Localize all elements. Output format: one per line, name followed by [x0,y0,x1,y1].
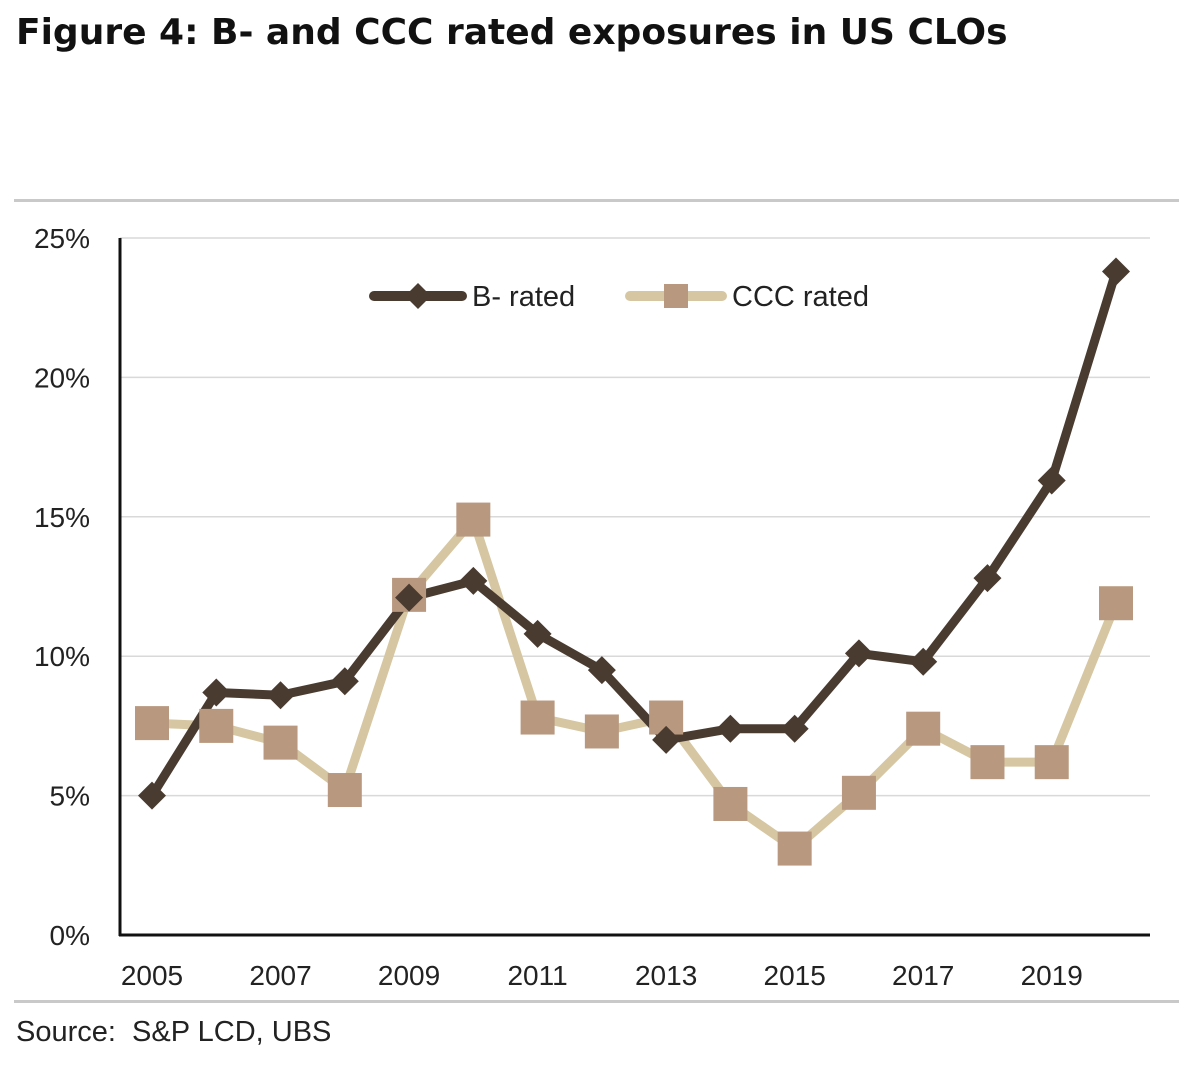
ccc-rated-point [263,725,298,760]
b-rated-point [844,639,873,668]
legend-marker-b-rated [405,283,431,309]
ccc-rated-point [1034,745,1069,780]
ccc-rated-point [777,831,812,866]
ccc-rated-point [135,706,169,741]
b-rated-point [780,714,809,743]
b-rated-point [202,678,231,707]
b-rated-point [1102,257,1130,286]
x-tick-label: 2017 [892,960,954,991]
ccc-rated-point [584,714,619,749]
x-tick-label: 2019 [1021,960,1083,991]
series-line-b-rated [147,266,1121,801]
y-tick-label: 10% [34,641,90,672]
b-rated-point [395,583,424,612]
ccc-rated-point [199,708,234,743]
ccc-rated-point [906,711,941,746]
b-rated-point [973,564,1002,593]
b-rated-point [459,566,488,595]
ccc-rated-point [970,745,1005,780]
x-tick-label: 2005 [121,960,183,991]
series-line-ccc-rated [147,515,1121,854]
source-note: Source: S&P LCD, UBS [16,1016,332,1048]
x-tick-label: 2011 [507,960,567,991]
y-tick-label: 5% [50,781,90,812]
ccc-rated-point [841,775,876,810]
top-rule [14,199,1179,202]
b-rated-point [652,725,681,754]
b-rated-point [138,781,166,810]
y-tick-label: 20% [34,362,90,393]
b-rated-point [1037,466,1066,495]
x-tick-label: 2015 [764,960,826,991]
b-rated-point [716,714,745,743]
y-tick-label: 0% [50,920,90,951]
y-tick-label: 15% [34,502,90,533]
b-rated-point [523,619,552,648]
figure-title: Figure 4: B- and CCC rated exposures in … [16,12,1008,53]
legend-label-b-rated: B- rated [472,281,575,313]
x-tick-label: 2007 [249,960,311,991]
b-rated-point [266,681,295,710]
x-tick-label: 2009 [378,960,440,991]
legend-marker-ccc-rated [664,284,688,308]
x-tick-label: 2013 [635,960,697,991]
legend-label-ccc-rated: CCC rated [732,281,869,313]
b-rated-point [330,667,359,696]
ccc-rated-point [456,502,491,537]
ccc-rated-point [1099,586,1133,621]
bottom-rule [14,1000,1179,1003]
b-rated-point [909,647,938,676]
ccc-rated-point [520,700,555,735]
b-rated-point [587,656,616,685]
ccc-rated-point [713,786,748,821]
ccc-rated-point [327,773,362,808]
y-tick-label: 25% [34,223,90,254]
